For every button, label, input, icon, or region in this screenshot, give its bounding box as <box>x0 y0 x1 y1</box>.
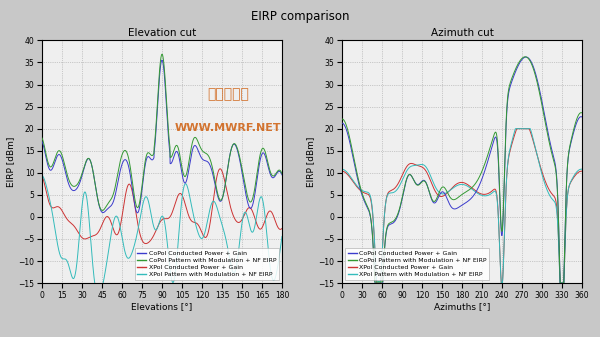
X-axis label: Azimuths [°]: Azimuths [°] <box>434 303 490 311</box>
Title: Elevation cut: Elevation cut <box>128 28 196 38</box>
Y-axis label: EIRP [dBm]: EIRP [dBm] <box>7 136 16 187</box>
Text: WWW.MWRF.NET: WWW.MWRF.NET <box>175 123 281 133</box>
Text: EIRP comparison: EIRP comparison <box>251 10 349 23</box>
Y-axis label: EIRP [dBm]: EIRP [dBm] <box>307 136 316 187</box>
X-axis label: Elevations [°]: Elevations [°] <box>131 303 193 311</box>
Title: Azimuth cut: Azimuth cut <box>431 28 493 38</box>
Text: 微波射頻網: 微波射頻網 <box>207 87 249 101</box>
Legend: CoPol Conducted Power + Gain, CoPol Pattern with Modulation + NF EIRP, XPol Cond: CoPol Conducted Power + Gain, CoPol Patt… <box>134 248 279 280</box>
Legend: CoPol Conducted Power + Gain, CoPol Pattern with Modulation + NF EIRP, XPol Cond: CoPol Conducted Power + Gain, CoPol Patt… <box>345 248 490 280</box>
